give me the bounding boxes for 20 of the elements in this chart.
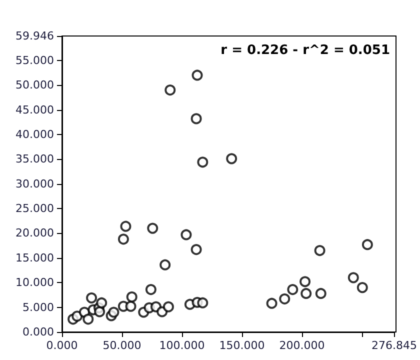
x-tick-label: 50.000 xyxy=(102,339,142,352)
y-tick-label: 15.000 xyxy=(16,251,54,264)
y-tick-label: 30.000 xyxy=(16,177,54,190)
y-tick-label: 25.000 xyxy=(16,202,54,216)
y-tick-label: 40.000 xyxy=(16,128,54,141)
y-tick-label: 50.000 xyxy=(16,78,54,92)
y-tick-label: 0.000 xyxy=(22,326,54,338)
y-tick-label: 35.000 xyxy=(16,152,54,166)
y-tick-label: 45.000 xyxy=(16,103,54,116)
y-tick-label: 10.000 xyxy=(16,276,54,290)
y-tick-label: 5.000 xyxy=(22,300,54,314)
x-tick-label: 200.000 xyxy=(279,339,325,352)
y-tick-label: 55.000 xyxy=(16,54,54,67)
x-tick-label: 276.845 xyxy=(372,339,418,352)
x-tick-label: 100.000 xyxy=(159,339,205,352)
x-tick-label: 0.000 xyxy=(46,339,78,352)
y-tick-label: 59.946 xyxy=(16,30,54,42)
annotation: r = 0.226 - r^2 = 0.051 xyxy=(220,43,390,58)
y-tick-label: 20.000 xyxy=(16,226,54,240)
x-tick-label: 150.000 xyxy=(219,339,265,352)
